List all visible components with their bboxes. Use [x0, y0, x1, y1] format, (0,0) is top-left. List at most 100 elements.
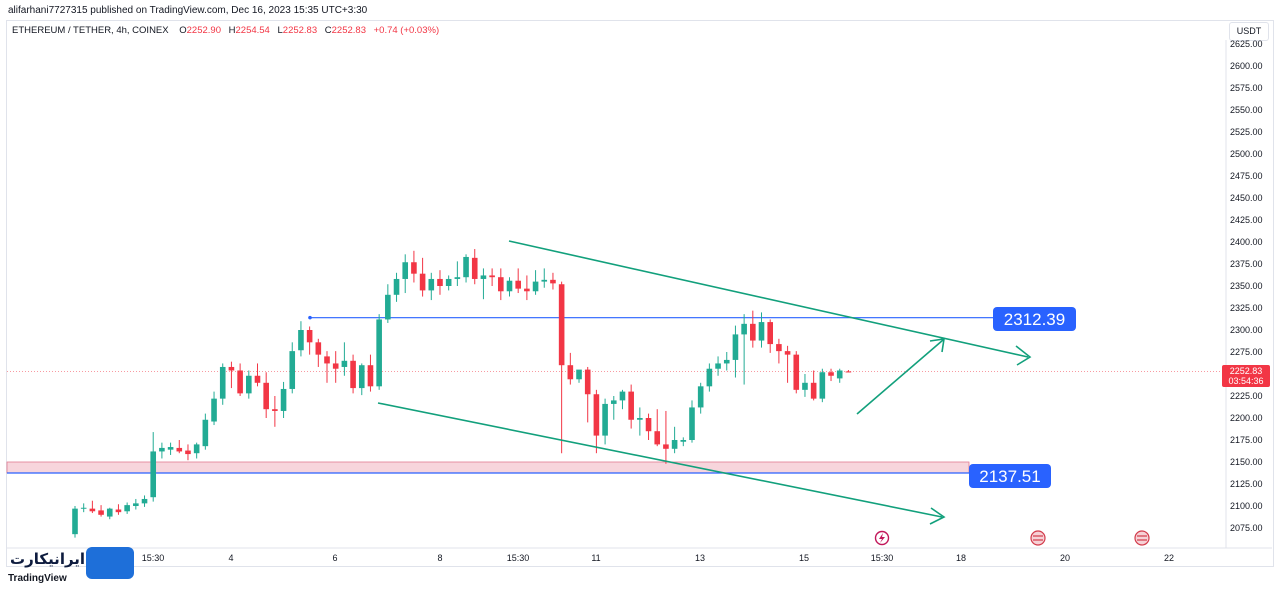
- candle-body: [471, 257, 478, 279]
- candle-body: [498, 277, 504, 292]
- candle-body: [402, 262, 409, 279]
- symbol-name[interactable]: ETHEREUM / TETHER, 4h, COINEX: [12, 25, 169, 36]
- support-price-text: 2137.51: [979, 467, 1040, 486]
- candle-body: [228, 366, 235, 371]
- candle-body: [428, 278, 435, 291]
- lightning-glyph: [879, 533, 885, 543]
- ohlc-open-value: 2252.90: [186, 25, 221, 36]
- candle-body: [802, 382, 808, 390]
- candle-body: [419, 273, 426, 291]
- candle-body: [202, 419, 209, 447]
- candle-body: [298, 330, 304, 351]
- brand-logo-text: ایرانیکارت: [10, 550, 86, 568]
- candle-body: [750, 323, 756, 341]
- x-tick-label: 15:30: [871, 553, 894, 563]
- candle-body: [524, 288, 530, 292]
- candle-body: [133, 503, 139, 506]
- current-price-tag: [1222, 365, 1270, 387]
- x-tick-label: 20: [1060, 553, 1070, 563]
- candle-body: [385, 294, 391, 320]
- candle-body: [306, 330, 313, 343]
- candle-body: [593, 394, 600, 436]
- x-tick-label: 22: [1164, 553, 1174, 563]
- x-tick-label: 4: [228, 553, 233, 563]
- y-tick-label: 2350.00: [1230, 281, 1263, 291]
- y-tick-label: 2200.00: [1230, 413, 1263, 423]
- candle-body: [541, 279, 548, 282]
- candle-body: [463, 256, 469, 278]
- candle-body: [341, 360, 348, 367]
- price-change: +0.74 (+0.03%): [373, 25, 440, 36]
- candle-body: [584, 369, 591, 395]
- y-tick-label: 2375.00: [1230, 259, 1263, 269]
- candle-body: [610, 400, 617, 404]
- ohlc-low-key: L: [277, 25, 283, 36]
- resistance-price-label: [993, 307, 1076, 331]
- x-tick-label: 6: [332, 553, 337, 563]
- y-tick-label: 2300.00: [1230, 325, 1263, 335]
- ohlc-open-key: O: [179, 25, 187, 36]
- y-tick-label: 2125.00: [1230, 479, 1263, 489]
- ohlc-low-value: 2252.83: [282, 25, 318, 36]
- y-tick-label: 2175.00: [1230, 435, 1263, 445]
- candle-body: [558, 284, 565, 366]
- candle-body: [619, 391, 626, 401]
- candle-body: [72, 508, 78, 535]
- candle-body: [254, 375, 261, 383]
- y-tick-label: 2325.00: [1230, 303, 1263, 313]
- candle-body: [663, 444, 669, 449]
- y-tick-label: 2575.00: [1230, 83, 1263, 93]
- candle-body: [124, 505, 130, 512]
- currency-button[interactable]: USDT: [1229, 22, 1269, 41]
- ohlc-close-key: C: [324, 25, 332, 36]
- candle-body: [246, 375, 252, 394]
- y-tick-label: 2275.00: [1230, 347, 1263, 357]
- candle-body: [237, 370, 243, 394]
- candle-body: [332, 363, 339, 369]
- candle-body: [167, 447, 174, 450]
- candle-body: [776, 344, 782, 352]
- y-tick-label: 2425.00: [1230, 215, 1263, 225]
- candle-body: [671, 440, 678, 449]
- candle-body: [793, 354, 800, 390]
- candle-body: [784, 351, 791, 355]
- candle-body: [480, 275, 487, 279]
- ohlc-close-value: 2252.83: [331, 25, 366, 36]
- x-tick-label: 18: [956, 553, 966, 563]
- candle-body: [602, 403, 608, 436]
- current-price-value: 2252.83: [1230, 366, 1263, 376]
- us-flag-event-icon: [1134, 530, 1150, 546]
- symbol-legend: ETHEREUM / TETHER, 4h, COINEX O2252.90 H…: [12, 25, 444, 36]
- candle-body: [315, 342, 322, 355]
- candle-body: [211, 398, 217, 422]
- candle-body: [89, 508, 96, 512]
- candle-body: [645, 418, 652, 432]
- candle-body: [106, 508, 113, 517]
- candle-body: [289, 351, 296, 389]
- x-tick-label: 15: [799, 553, 809, 563]
- support-price-label: [969, 464, 1051, 488]
- candle-body: [393, 278, 400, 295]
- candle-body: [567, 365, 574, 380]
- candle-body: [193, 444, 200, 454]
- y-tick-label: 2075.00: [1230, 523, 1263, 533]
- breakout-arrow-line: [856, 339, 944, 415]
- candle-body: [454, 277, 461, 279]
- chart-pane[interactable]: [6, 20, 1274, 567]
- tradingview-logo: TradingView: [8, 573, 67, 584]
- candle-body: [411, 262, 417, 274]
- published-by-text: alifarhani7727315 published on TradingVi…: [8, 5, 368, 16]
- candle-body: [706, 368, 713, 387]
- x-tick-label: 15:30: [142, 553, 165, 563]
- candle-body: [219, 366, 226, 399]
- candle-body: [98, 510, 104, 515]
- candle-body: [697, 386, 704, 408]
- candle-body: [550, 279, 556, 284]
- candle-body: [376, 319, 382, 387]
- y-tick-label: 2525.00: [1230, 127, 1263, 137]
- y-tick-label: 2550.00: [1230, 105, 1263, 115]
- candle-body: [159, 447, 165, 452]
- breakout-arrowhead: [929, 338, 945, 353]
- candle-body: [141, 498, 148, 504]
